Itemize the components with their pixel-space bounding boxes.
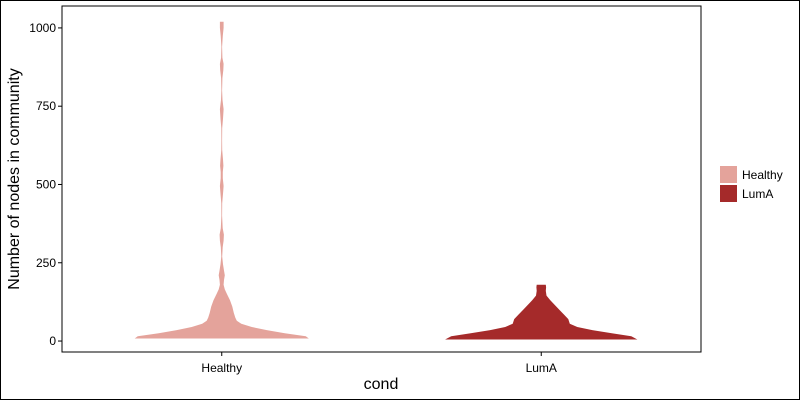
x-tick-label-healthy: Healthy: [201, 361, 242, 375]
y-tick-label-500: 500: [36, 177, 56, 191]
plot-panel-border: [61, 5, 702, 353]
x-axis-title: cond: [364, 376, 399, 393]
y-axis: 0 250 500 750 1000: [29, 21, 62, 348]
legend-label-luma: LumA: [742, 187, 773, 201]
y-tick-label-750: 750: [36, 99, 56, 113]
x-tick-label-luma: LumA: [526, 361, 557, 375]
legend-label-healthy: Healthy: [742, 168, 783, 182]
y-tick-label-1000: 1000: [29, 21, 56, 35]
x-axis: Healthy LumA: [201, 352, 557, 375]
violin-healthy: [134, 21, 309, 339]
legend-key-luma: [720, 185, 737, 202]
y-axis-title: Number of nodes in community: [6, 68, 23, 289]
legend-key-healthy: [720, 166, 737, 183]
violins-layer: [134, 21, 638, 340]
violin-luma: [445, 284, 638, 340]
y-tick-label-0: 0: [49, 334, 56, 348]
y-tick-label-250: 250: [36, 256, 56, 270]
legend: Healthy LumA: [720, 166, 783, 202]
